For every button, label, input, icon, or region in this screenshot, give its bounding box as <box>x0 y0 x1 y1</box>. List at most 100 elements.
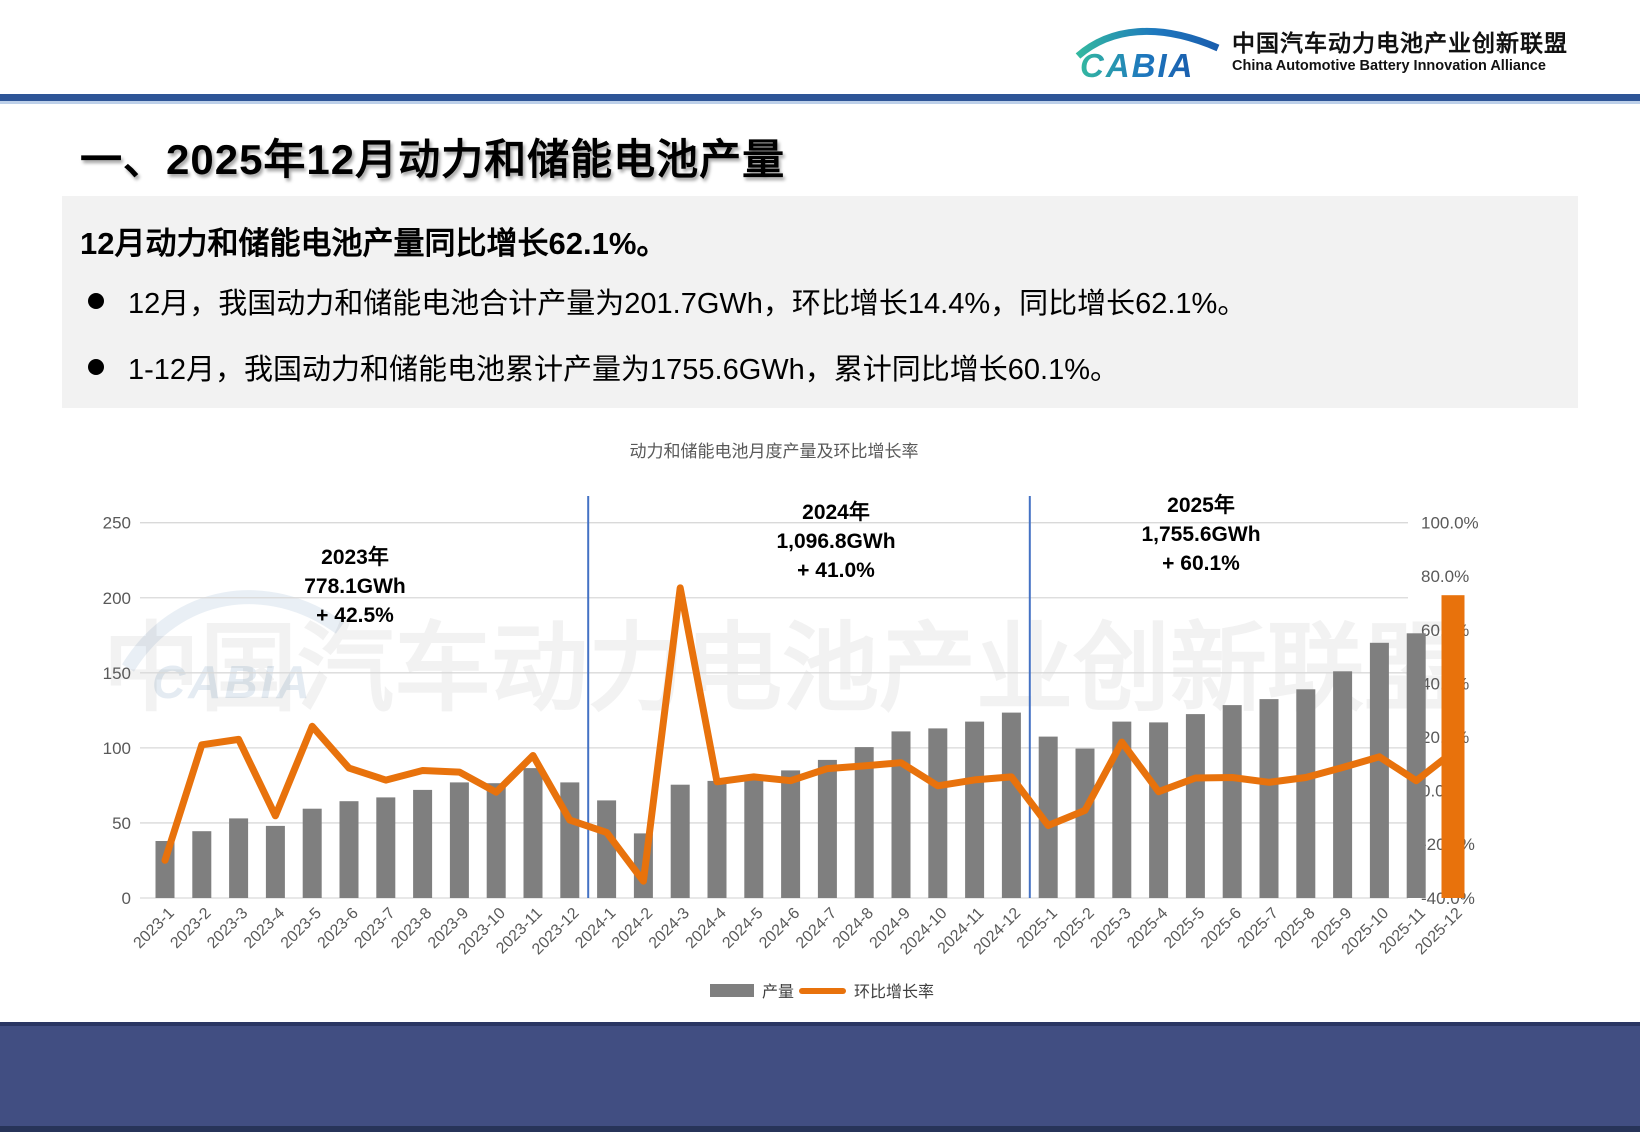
bar-2024-4 <box>707 780 727 898</box>
x-axis-label: 2025-2 <box>1051 905 1098 952</box>
x-axis-label: 2023-3 <box>204 905 251 952</box>
right-axis-tick: 80.0% <box>1421 567 1469 586</box>
header: CABIA 中国汽车动力电池产业创新联盟 China Automotive Ba… <box>0 0 1640 94</box>
left-axis-tick: 100 <box>103 739 131 758</box>
bar-2024-5 <box>744 774 764 898</box>
year-annotation: + 41.0% <box>797 559 875 582</box>
bar-2024-9 <box>891 731 911 898</box>
legend-bar-label: 产量 <box>762 983 794 1001</box>
year-annotation: 1,096.8GWh <box>776 530 895 553</box>
bar-2025-4 <box>1149 722 1169 898</box>
bar-2025-9 <box>1333 671 1353 898</box>
x-axis-label: 2024-7 <box>793 905 840 952</box>
chart-title: 动力和储能电池月度产量及环比增长率 <box>629 442 919 461</box>
bar-2024-1 <box>597 800 617 898</box>
legend-line-label: 环比增长率 <box>854 983 934 1001</box>
x-axis-label: 2025-1 <box>1014 905 1061 952</box>
bar-2024-7 <box>817 759 837 898</box>
bar-2023-3 <box>229 818 249 898</box>
bar-2024-12 <box>1001 712 1021 898</box>
bar-2025-1 <box>1038 736 1058 898</box>
bar-2025-12 <box>1441 595 1465 898</box>
bar-2024-6 <box>781 770 801 898</box>
legend-line-swatch <box>799 988 846 994</box>
bullet-icon <box>88 293 104 309</box>
x-axis-label: 2023-8 <box>388 905 435 952</box>
year-annotation: 778.1GWh <box>304 575 406 598</box>
x-axis-label: 2025-6 <box>1198 905 1245 952</box>
summary-panel: 12月动力和储能电池产量同比增长62.1%。 12月，我国动力和储能电池合计产量… <box>62 196 1578 408</box>
summary-bullet-1: 12月，我国动力和储能电池合计产量为201.7GWh，环比增长14.4%，同比增… <box>88 280 1246 322</box>
year-annotation: 2025年 <box>1167 493 1235 517</box>
bar-2023-4 <box>265 825 285 898</box>
org-name-cn: 中国汽车动力电池产业创新联盟 <box>1232 30 1568 56</box>
legend-bar-swatch <box>710 984 754 997</box>
year-annotation: + 42.5% <box>316 604 394 627</box>
x-axis-label: 2023-6 <box>315 905 362 952</box>
right-axis-tick: 100.0% <box>1421 514 1479 533</box>
svg-text:中国汽车动力电池产业创新联盟: 中国汽车动力电池产业创新联盟 <box>103 614 1461 723</box>
x-axis-label: 2025-5 <box>1161 905 1208 952</box>
bar-2024-8 <box>854 747 874 898</box>
growth-line <box>161 584 1457 885</box>
bar-2023-9 <box>449 782 469 898</box>
x-axis-label: 2025-4 <box>1124 905 1171 952</box>
bar-2023-7 <box>376 797 396 898</box>
x-axis-label: 2024-3 <box>646 905 693 952</box>
year-annotation: + 60.1% <box>1162 552 1240 575</box>
footer-strip <box>0 1126 1640 1132</box>
page-title: 一、2025年12月动力和储能电池产量 <box>80 136 786 183</box>
x-axis-label: 2023-1 <box>131 905 178 952</box>
year-annotation: 2023年 <box>321 545 389 569</box>
x-axis-label: 2025-7 <box>1235 905 1282 952</box>
x-axis-label: 2023-5 <box>278 905 325 952</box>
x-axis-label: 2024-8 <box>830 905 877 952</box>
bar-2023-8 <box>413 789 433 898</box>
bar-2024-11 <box>965 721 985 898</box>
footer-band <box>0 1022 1640 1132</box>
summary-bullet-1-text: 12月，我国动力和储能电池合计产量为201.7GWh，环比增长14.4%，同比增… <box>128 288 1247 320</box>
x-axis-label: 2024-1 <box>572 905 619 952</box>
bar-2025-6 <box>1222 705 1242 898</box>
bar-2025-2 <box>1075 748 1095 898</box>
bar-2025-7 <box>1259 699 1279 898</box>
summary-headline: 12月动力和储能电池产量同比增长62.1%。 <box>80 226 668 261</box>
bar-2023-6 <box>339 801 359 898</box>
bar-2023-5 <box>302 808 322 898</box>
left-axis-tick: 250 <box>103 514 131 533</box>
logo-text: CABIA <box>1080 47 1195 82</box>
left-axis-tick: 0 <box>122 889 131 908</box>
x-axis-label: 2024-2 <box>609 905 656 952</box>
bullet-icon <box>88 359 104 375</box>
x-axis-label: 2025-3 <box>1087 905 1134 952</box>
x-axis-label: 2023-7 <box>351 905 398 952</box>
logo-swoosh <box>1075 27 1220 59</box>
left-axis-tick: 150 <box>103 664 131 683</box>
bar-2023-11 <box>523 768 543 898</box>
bar-2024-10 <box>928 728 948 898</box>
bar-2025-11 <box>1406 633 1426 898</box>
bar-2025-10 <box>1369 642 1389 898</box>
bar-2025-3 <box>1112 721 1132 898</box>
x-axis-label: 2023-4 <box>241 905 288 952</box>
bar-2025-8 <box>1296 689 1316 898</box>
year-annotation: 1,755.6GWh <box>1141 523 1260 546</box>
x-axis-label: 2024-4 <box>683 905 730 952</box>
bar-2023-2 <box>192 831 212 898</box>
summary-bullet-2: 1-12月，我国动力和储能电池累计产量为1755.6GWh，累计同比增长60.1… <box>88 346 1119 388</box>
x-axis-label: 2023-2 <box>167 905 214 952</box>
bar-2023-12 <box>560 782 580 898</box>
org-name-en: China Automotive Battery Innovation Alli… <box>1232 58 1546 74</box>
header-divider <box>0 94 1640 104</box>
bar-2024-3 <box>670 784 690 898</box>
x-axis-label: 2025-8 <box>1271 905 1318 952</box>
left-axis-tick: 50 <box>112 814 131 833</box>
summary-bullet-2-text: 1-12月，我国动力和储能电池累计产量为1755.6GWh，累计同比增长60.1… <box>128 354 1120 386</box>
bar-2025-5 <box>1185 714 1205 898</box>
bar-2023-10 <box>486 783 506 898</box>
x-axis-label: 2024-5 <box>719 905 766 952</box>
org-names: 中国汽车动力电池产业创新联盟 China Automotive Battery … <box>1232 30 1568 76</box>
cabia-logo: CABIA <box>1075 27 1220 82</box>
